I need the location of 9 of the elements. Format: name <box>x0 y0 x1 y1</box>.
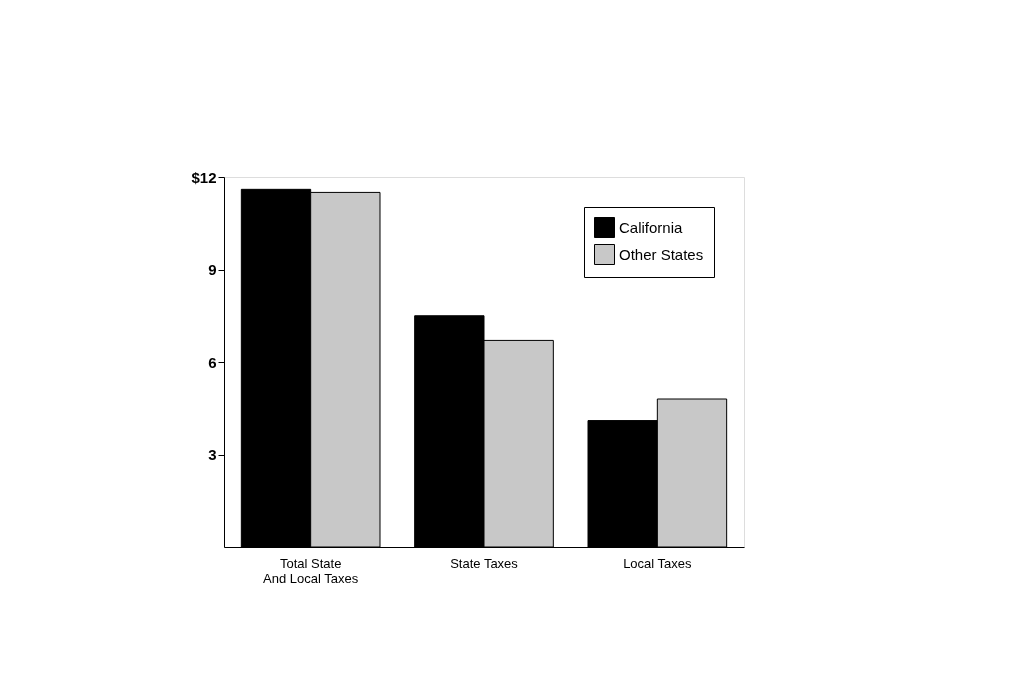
y-tick-label: 3 <box>208 446 217 463</box>
x-tick-label: Total State And Local Taxes <box>263 555 359 586</box>
legend-label: Other States <box>619 245 704 263</box>
x-tick-label: State Taxes <box>450 555 519 571</box>
x-tick-label: Local Taxes <box>623 555 693 571</box>
y-tick-label: 9 <box>208 261 217 278</box>
y-tick-label: 6 <box>208 353 217 371</box>
y-tick-label: $12 <box>191 168 217 186</box>
legend-label: California <box>619 218 684 236</box>
